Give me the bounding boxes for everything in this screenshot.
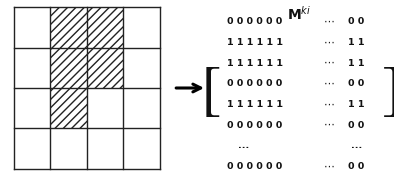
Text: 1 1: 1 1	[348, 59, 365, 68]
Text: 1 1: 1 1	[348, 100, 365, 109]
Text: 0 0 0 0 0 0: 0 0 0 0 0 0	[227, 17, 282, 27]
Bar	[14, 7, 160, 169]
Text: 0 0: 0 0	[348, 17, 365, 27]
Text: 0 0: 0 0	[348, 121, 365, 130]
Text: 0 0 0 0 0 0: 0 0 0 0 0 0	[227, 162, 282, 171]
Text: ⋯: ⋯	[323, 17, 335, 27]
Text: ...: ...	[351, 141, 362, 150]
Text: ...: ...	[238, 141, 250, 150]
Text: 0 0: 0 0	[348, 162, 365, 171]
Text: [: [	[201, 67, 221, 121]
Text: 1 1 1 1 1 1: 1 1 1 1 1 1	[227, 100, 282, 109]
Text: ⋯: ⋯	[323, 161, 335, 171]
Text: ]: ]	[382, 67, 394, 121]
Text: 0 0 0 0 0 0: 0 0 0 0 0 0	[227, 79, 282, 88]
Bar	[50, 88, 87, 128]
Text: $\mathbf{M}^{ki}$: $\mathbf{M}^{ki}$	[287, 5, 312, 23]
Text: 1 1 1 1 1 1: 1 1 1 1 1 1	[227, 59, 282, 68]
Text: ⋯: ⋯	[323, 58, 335, 68]
Text: 0 0 0 0 0 0: 0 0 0 0 0 0	[227, 121, 282, 130]
Text: ⋯: ⋯	[323, 99, 335, 109]
Bar	[87, 7, 123, 48]
Text: ⋯: ⋯	[323, 38, 335, 48]
Text: 1 1: 1 1	[348, 38, 365, 47]
Bar	[50, 7, 87, 48]
Text: ⋯: ⋯	[323, 120, 335, 130]
Bar	[87, 48, 123, 88]
Bar	[50, 48, 87, 88]
Text: ⋯: ⋯	[323, 79, 335, 89]
Text: 1 1 1 1 1 1: 1 1 1 1 1 1	[227, 38, 282, 47]
Text: 0 0: 0 0	[348, 79, 365, 88]
